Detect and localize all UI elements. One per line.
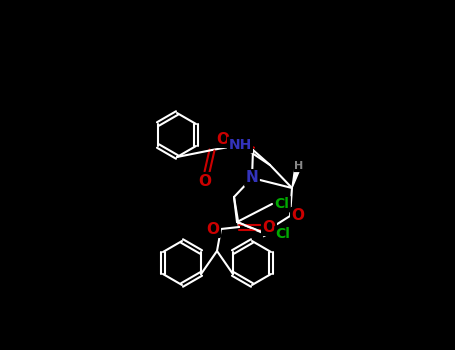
- Text: O: O: [292, 209, 304, 224]
- Text: H: H: [294, 161, 303, 171]
- Polygon shape: [292, 169, 299, 188]
- Text: O: O: [217, 132, 229, 147]
- Text: O: O: [207, 222, 219, 237]
- Text: NH: NH: [228, 138, 252, 152]
- Text: O: O: [198, 174, 212, 189]
- Text: Cl: Cl: [276, 227, 290, 241]
- Text: Cl: Cl: [274, 197, 289, 211]
- Text: N: N: [246, 170, 258, 186]
- Text: O: O: [263, 219, 275, 234]
